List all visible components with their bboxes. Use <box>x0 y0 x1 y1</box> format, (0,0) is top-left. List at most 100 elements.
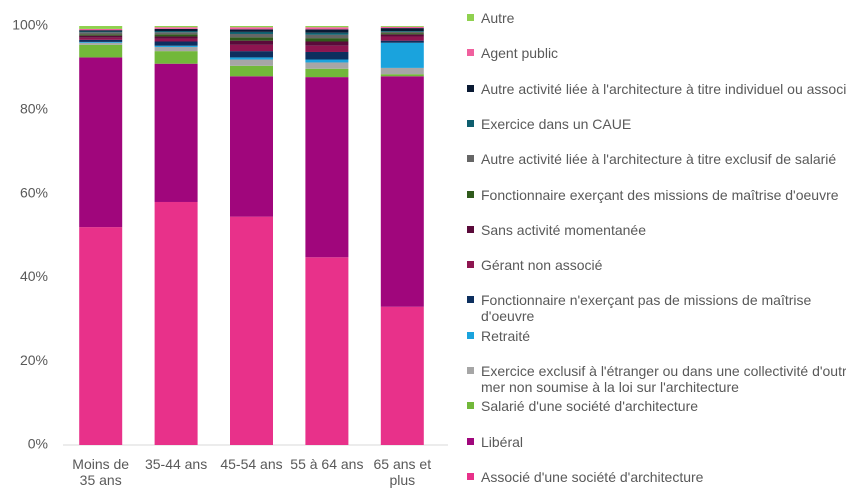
x-tick-label: 55 à 64 ans <box>290 456 364 472</box>
bar-segment <box>305 51 349 60</box>
legend-label: Retraité <box>481 327 531 344</box>
legend-label: Exercice exclusif à l'étranger ou dans u… <box>481 363 846 395</box>
y-tick-label: 100% <box>12 17 48 33</box>
bar-segment <box>79 41 123 43</box>
bar-segment <box>79 26 123 29</box>
x-tick-label: 35-44 ans <box>144 456 208 472</box>
legend-swatch <box>467 49 474 57</box>
legend-label: Fonctionnaire exerçant des missions de m… <box>481 186 839 203</box>
legend-swatch <box>467 14 474 21</box>
bar-segment <box>154 28 198 32</box>
bar-segment <box>305 59 349 63</box>
bar-segment <box>380 26 424 29</box>
bar-segment <box>305 38 349 42</box>
legend-label: Autre <box>481 10 515 26</box>
bar-segment <box>305 41 349 46</box>
legend-entry: Libéral <box>467 434 846 450</box>
bar-segment <box>230 51 273 58</box>
legend-label: Sans activité momentanée <box>481 221 646 238</box>
bar-segment <box>230 37 273 41</box>
legend-entry: Gérant non associé <box>467 257 846 273</box>
bar-segment <box>305 257 349 445</box>
bar-segment <box>380 40 424 43</box>
x-tick-label: 65 ans et plus <box>373 456 432 488</box>
legend-entry: Fonctionnaire exerçant des missions de m… <box>467 187 846 203</box>
bar-segment <box>305 32 349 35</box>
bar-segment <box>305 29 349 33</box>
bar-segment <box>230 44 273 52</box>
bar-segment <box>79 44 123 58</box>
legend-swatch <box>467 296 474 304</box>
legend-entry: Retraité <box>467 328 846 344</box>
bar-segment <box>154 45 198 47</box>
legend-entry: Sans activité momentanée <box>467 222 846 238</box>
bar-segment <box>79 37 123 40</box>
y-tick-label: 20% <box>20 352 48 368</box>
bar-segment <box>79 31 123 33</box>
legend-label: Autre activité liée à l'architecture à t… <box>481 80 846 97</box>
legend-entry: Agent public <box>467 45 846 61</box>
bar-segment <box>79 34 123 36</box>
bar-segment <box>380 28 424 32</box>
bar-segment <box>79 28 123 31</box>
bar-segment <box>380 76 424 307</box>
bar-segment <box>79 57 123 228</box>
bar-segment <box>380 31 424 34</box>
bar-segment <box>230 76 273 217</box>
y-tick-label: 80% <box>20 101 48 117</box>
legend-label: Associé d'une société d'architecture <box>481 468 704 485</box>
legend-label: Exercice dans un CAUE <box>481 115 632 132</box>
legend-swatch <box>467 155 474 163</box>
bar-segment <box>79 39 123 42</box>
bar-segment <box>230 33 273 38</box>
legend-label: Salarié d'une société d'architecture <box>481 398 699 415</box>
bar-segment <box>79 35 123 38</box>
bar-segment <box>380 42 424 68</box>
bar-segment <box>380 33 424 35</box>
y-tick-label: 40% <box>20 268 48 284</box>
bar-segment <box>305 27 349 30</box>
bar-segment <box>79 227 123 445</box>
legend-swatch <box>467 119 474 127</box>
legend-label: Fonctionnaire n'exerçant pas de missions… <box>481 292 812 325</box>
legend-swatch <box>467 261 474 269</box>
bar-segment <box>230 29 273 32</box>
legend-label: Autre activité liée à l'architecture à t… <box>481 151 837 168</box>
bar-segment <box>154 26 198 28</box>
bar-segment <box>154 32 198 35</box>
bar-segment <box>230 216 273 445</box>
bar-segment <box>230 57 273 60</box>
legend-swatch <box>467 225 474 233</box>
bar-segment <box>305 45 349 52</box>
legend-swatch <box>467 84 474 92</box>
bar-segment <box>380 34 424 37</box>
legend-entry: Autre activité liée à l'architecture à t… <box>467 151 846 167</box>
legend-entry: Exercice exclusif à l'étranger ou dans u… <box>467 363 846 395</box>
legend-swatch <box>467 331 474 339</box>
bar-segment <box>79 30 123 32</box>
bar-segment <box>154 27 198 29</box>
y-tick-label: 60% <box>20 184 48 200</box>
legend-entry: Salarié d'une société d'architecture <box>467 398 846 414</box>
legend-swatch <box>467 437 474 445</box>
bar-segment <box>380 36 424 41</box>
x-tick-label: 45-54 ans <box>220 456 283 472</box>
bar-segment <box>305 34 349 39</box>
legend-entry: Autre <box>467 10 846 26</box>
bar-segment <box>380 31 424 32</box>
bar-segment <box>380 74 424 77</box>
bar-segment <box>230 31 273 34</box>
bar-segment <box>305 77 349 258</box>
bar-segment <box>230 59 273 66</box>
bar-segment <box>305 68 349 78</box>
legend-label: Agent public <box>481 45 559 62</box>
legend-swatch <box>467 190 474 198</box>
bar-segment <box>79 32 123 35</box>
bar-segment <box>154 51 198 64</box>
bar-segment <box>154 34 198 37</box>
legend-entry: Fonctionnaire n'exerçant pas de missions… <box>467 292 846 324</box>
bar-segment <box>230 26 273 28</box>
y-tick-label: 0% <box>28 436 48 452</box>
